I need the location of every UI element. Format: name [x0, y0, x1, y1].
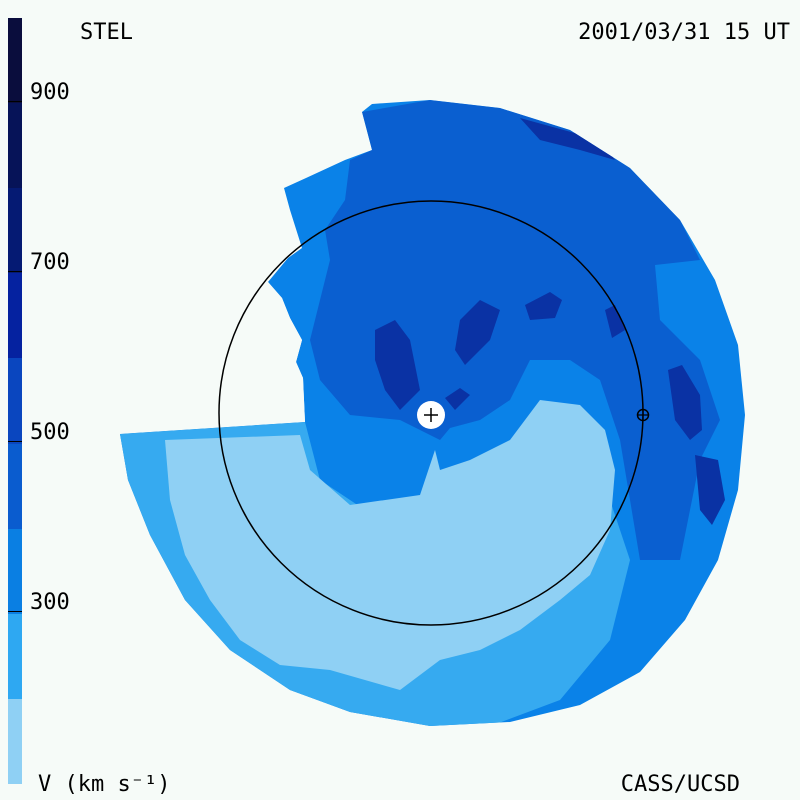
- datetime-label: 2001/03/31 15 UT: [578, 20, 790, 45]
- velocity-region-600: [445, 388, 470, 410]
- velocity-region-600: [375, 320, 420, 410]
- velocity-region-450: [310, 100, 720, 560]
- sun-marker-icon: [417, 401, 445, 429]
- velocity-region-600: [668, 365, 702, 440]
- instrument-label: STEL: [80, 20, 133, 45]
- colorbar-segment: [8, 358, 22, 444]
- colorbar-segment: [8, 18, 22, 104]
- earth-marker-icon: [636, 408, 650, 422]
- units-label: V (km s⁻¹): [38, 772, 171, 797]
- credit-label: CASS/UCSD: [620, 772, 740, 797]
- colorbar-segment: [8, 698, 22, 784]
- colorbar-segment: [8, 613, 22, 699]
- velocity-region-600: [520, 118, 615, 160]
- velocity-region-600: [605, 305, 625, 338]
- velocity-region-250: [165, 400, 615, 690]
- colorbar-segment: [8, 188, 22, 274]
- colorbar-tick-label: 300: [30, 590, 70, 615]
- no-data-region: [220, 282, 305, 422]
- colorbar-tick-mark: [8, 611, 22, 612]
- velocity-region-600: [455, 300, 500, 365]
- velocity-colorbar: [8, 18, 22, 784]
- colorbar-tick-label: 900: [30, 80, 70, 105]
- velocity-region-600: [695, 455, 725, 525]
- colorbar-tick-mark: [8, 441, 22, 442]
- colorbar-tick-mark: [8, 101, 22, 102]
- colorbar-segment: [8, 443, 22, 529]
- colorbar-segment: [8, 103, 22, 189]
- colorbar-tick-label: 500: [30, 420, 70, 445]
- colorbar-tick-label: 700: [30, 250, 70, 275]
- colorbar-tick-mark: [8, 271, 22, 272]
- velocity-region-600: [525, 292, 562, 320]
- colorbar-segment: [8, 273, 22, 359]
- colorbar-segment: [8, 528, 22, 614]
